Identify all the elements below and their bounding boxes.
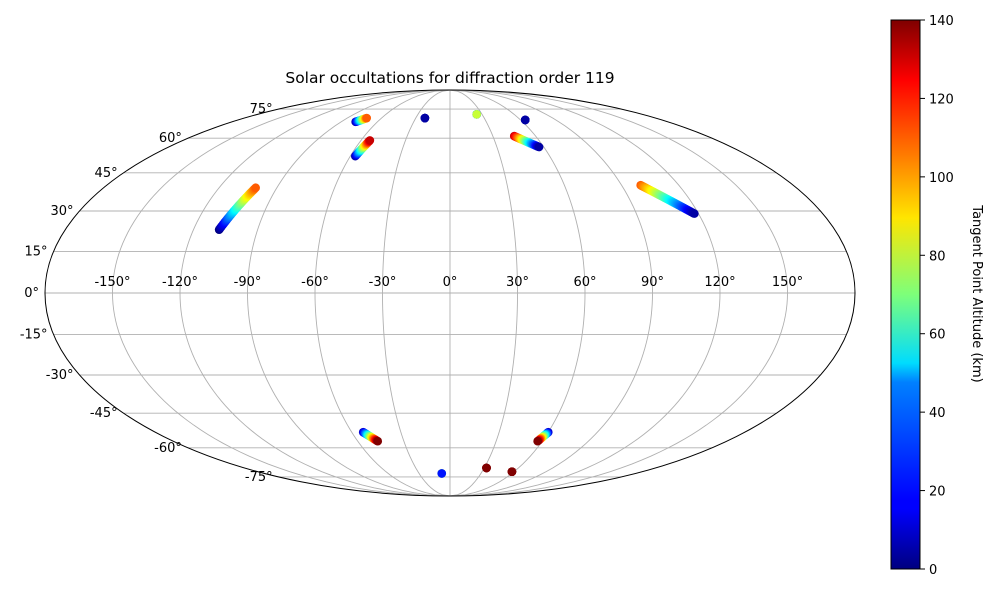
chart-title: Solar occultations for diffraction order… <box>285 69 614 87</box>
colorbar-ticks: 0 20 40 60 80 100 120 140 <box>920 14 954 578</box>
latitude-tick-label: -45° <box>90 406 118 421</box>
longitude-tick-label: 0° <box>443 275 458 290</box>
latitude-tick-label: -75° <box>245 470 273 485</box>
occultation-point <box>362 113 372 123</box>
colorbar-tick-label: 100 <box>929 171 954 186</box>
colorbar-tick-label: 60 <box>929 328 946 343</box>
longitude-tick-label: -60° <box>301 275 329 290</box>
latitude-tick-label: 45° <box>95 166 118 181</box>
latitude-tick-label: 0° <box>24 286 39 301</box>
longitude-tick-label: 60° <box>573 275 596 290</box>
occultation-point <box>373 436 383 446</box>
longitude-tick-label: -120° <box>162 275 198 290</box>
colorbar <box>890 19 921 570</box>
longitude-tick-label: -150° <box>94 275 130 290</box>
colorbar-tick-label: 80 <box>929 249 946 264</box>
latitude-tick-label: 60° <box>159 131 182 146</box>
longitude-tick-label: 30° <box>506 275 529 290</box>
occultation-point <box>507 467 517 476</box>
occultation-point <box>482 463 491 473</box>
colorbar-tick-label: 120 <box>929 92 954 107</box>
longitude-tick-label: -30° <box>369 275 397 290</box>
occultation-points <box>214 110 699 478</box>
latitude-tick-label: -15° <box>20 328 48 343</box>
occultation-point <box>534 142 544 152</box>
occultation-point <box>690 209 699 218</box>
occultation-point <box>365 136 375 145</box>
occultation-point <box>520 115 530 125</box>
occultation-point <box>437 469 447 478</box>
map-outline <box>44 89 856 497</box>
occultation-point <box>533 436 542 446</box>
latitude-tick-label: 30° <box>50 204 73 219</box>
longitude-tick-labels: -150° -120° -90° -60° -30° 0° 30° 60° 90° 120° 150… <box>94 275 803 290</box>
latitude-tick-label: 15° <box>25 244 48 259</box>
graticule-grid <box>45 90 855 496</box>
colorbar-tick-label: 0 <box>929 563 937 578</box>
latitude-tick-label: -30° <box>46 368 74 383</box>
occultation-point <box>472 110 482 119</box>
colorbar-tick-label: 20 <box>929 485 946 500</box>
longitude-tick-label: 120° <box>704 275 735 290</box>
colorbar-label: Tangent Point Altitude (km) <box>969 204 984 382</box>
colorbar-tick-label: 40 <box>929 406 946 421</box>
latitude-tick-labels: -75° -60° -45° -30° -15° 0° 15° 30° 45° 60° 75° <box>20 102 273 485</box>
longitude-tick-label: 90° <box>641 275 664 290</box>
latitude-tick-label: 75° <box>250 102 273 117</box>
colorbar-tick-label: 140 <box>929 14 954 29</box>
latitude-tick-label: -60° <box>154 441 182 456</box>
longitude-tick-label: 150° <box>772 275 803 290</box>
occultation-point <box>251 183 260 193</box>
longitude-tick-label: -90° <box>234 275 262 290</box>
occultation-point <box>420 113 430 123</box>
